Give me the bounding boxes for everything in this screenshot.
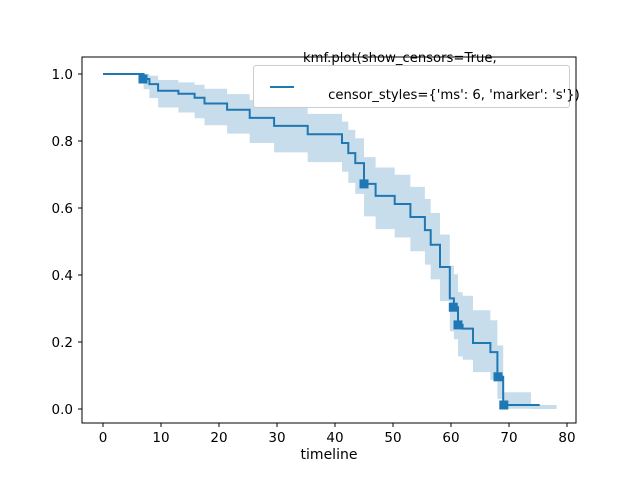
- x-tick-label: 50: [384, 430, 401, 446]
- km-step-line: [103, 73, 540, 406]
- censor-marker: [453, 320, 463, 330]
- y-tick-label: 0.8: [52, 134, 73, 150]
- censor-marker: [499, 400, 509, 410]
- y-tick-label: 0.6: [52, 201, 73, 217]
- legend-line-sample-icon: [270, 85, 294, 88]
- censor-marker: [493, 372, 503, 382]
- censor-marker: [448, 302, 458, 312]
- x-tick-label: 80: [558, 430, 575, 446]
- legend-label-line2: censor_styles={'ms': 6, 'marker': 's'}): [328, 87, 580, 103]
- x-tick-label: 60: [442, 430, 459, 446]
- censor-marker: [138, 74, 148, 84]
- x-tick-label: 30: [268, 430, 285, 446]
- y-tick-label: 1.0: [52, 67, 73, 83]
- legend-label: kmf.plot(show_censors=True, censor_style…: [303, 50, 580, 124]
- legend: kmf.plot(show_censors=True, censor_style…: [253, 51, 580, 108]
- censor-marker: [359, 179, 369, 189]
- x-tick-label: 10: [152, 430, 169, 446]
- x-axis-label: timeline: [301, 447, 358, 463]
- x-tick-label: 40: [326, 430, 343, 446]
- y-tick-label: 0.0: [52, 402, 73, 418]
- y-tick-label: 0.2: [52, 335, 73, 351]
- x-tick-label: 20: [210, 430, 227, 446]
- legend-label-line1: kmf.plot(show_censors=True,: [303, 50, 497, 66]
- confidence-band: [143, 74, 557, 409]
- x-tick-label: 0: [99, 430, 108, 446]
- plot-area-border: [81, 56, 577, 424]
- y-tick-label: 0.4: [52, 268, 73, 284]
- x-tick-label: 70: [500, 430, 517, 446]
